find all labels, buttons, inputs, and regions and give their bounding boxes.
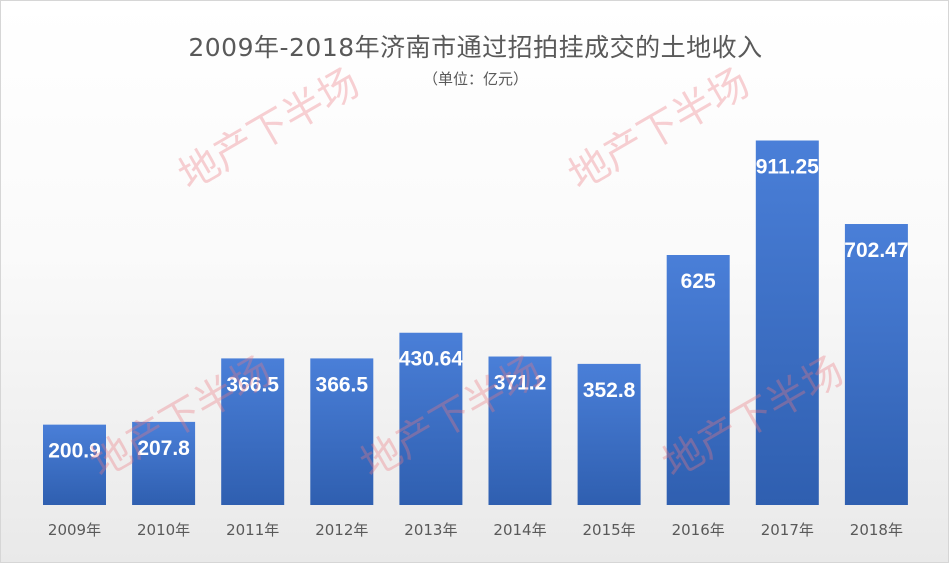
bar-2012年	[310, 358, 374, 505]
x-tick-label: 2016年	[672, 521, 725, 539]
data-label-2017年: 911.25	[756, 156, 819, 179]
data-label-2012年: 366.5	[316, 373, 369, 396]
bar-2015年	[577, 363, 641, 505]
data-label-2009年: 200.9	[48, 440, 101, 463]
data-label-2013年: 430.64	[399, 348, 464, 371]
data-label-2016年: 625	[681, 270, 716, 293]
watermark-text: 地产下半场	[561, 60, 757, 200]
bar-2014年	[488, 356, 552, 505]
x-tick-label: 2017年	[761, 521, 814, 539]
chart-title: 2009年-2018年济南市通过招拍挂成交的土地收入	[188, 33, 763, 62]
x-tick-label: 2015年	[583, 521, 636, 539]
data-label-2010年: 207.8	[137, 437, 190, 460]
bar-2017年	[755, 140, 819, 505]
bar-2010年	[132, 421, 196, 505]
x-tick-label: 2011年	[226, 521, 279, 539]
watermark-text: 地产下半场	[171, 60, 367, 200]
bar-2016年	[666, 255, 730, 505]
bars-group: 200.9 2009年 207.8 2010年 366.5 2011年 366.5 2012年…	[43, 140, 909, 539]
bar-2018年	[844, 224, 908, 505]
bar-2011年	[221, 358, 285, 505]
chart-subtitle: （单位：亿元）	[422, 70, 528, 88]
data-label-2011年: 366.5	[226, 373, 279, 396]
data-label-2018年: 702.47	[844, 239, 908, 262]
x-tick-label: 2018年	[850, 521, 903, 539]
x-tick-label: 2013年	[404, 521, 457, 539]
data-label-2014年: 371.2	[494, 372, 547, 395]
x-tick-label: 2010年	[137, 521, 190, 539]
x-tick-label: 2012年	[315, 521, 368, 539]
x-tick-label: 2009年	[48, 521, 101, 539]
bar-2009年	[43, 424, 106, 505]
data-label-2015年: 352.8	[583, 379, 636, 402]
x-tick-label: 2014年	[493, 521, 546, 539]
bar-2013年	[399, 332, 463, 505]
